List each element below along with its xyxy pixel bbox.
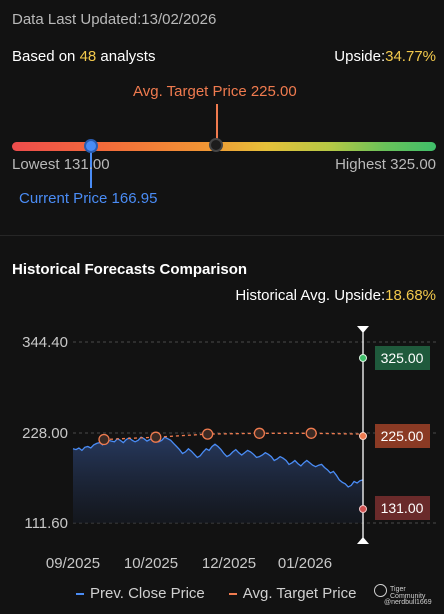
legend-avg-target[interactable]: Avg. Target Price — [242, 585, 357, 602]
current-price-marker-line — [90, 152, 92, 188]
lowest-label: Lowest 131.00 — [12, 156, 110, 173]
legend-prev-close[interactable]: Prev. Close Price — [90, 585, 205, 602]
data-updated-text: Data Last Updated:13/02/2026 — [12, 11, 217, 28]
tiger-logo-icon — [374, 584, 387, 597]
y-tick-label: 228.00 — [22, 425, 68, 442]
current-price-label: Current Price 166.95 — [19, 190, 158, 207]
high-target-value: 325.00 — [381, 350, 424, 366]
upside-value: 34.77% — [385, 48, 436, 65]
avg-target-point[interactable] — [98, 433, 110, 446]
section-divider — [0, 235, 444, 236]
avg-target-point[interactable] — [150, 431, 162, 443]
high-target-dot — [359, 354, 367, 362]
low-target-dot — [359, 505, 367, 513]
watermark: Tiger Community @nerdbull1669 — [372, 582, 442, 610]
avg-target-point[interactable] — [305, 427, 317, 439]
avg-target-badge — [375, 424, 430, 448]
historical-upside-text: Historical Avg. Upside:18.68% — [235, 287, 436, 304]
watermark-user: @nerdbull1669 — [384, 599, 432, 606]
avg-target-point[interactable] — [201, 428, 214, 440]
price-range-bar — [12, 142, 436, 151]
historical-forecast-chart[interactable]: 344.40 228.00 111.60 325.00 225.00 131.0… — [0, 315, 444, 580]
y-tick-label: 344.40 — [22, 334, 68, 351]
x-tick-label: 12/2025 — [202, 555, 256, 572]
avg-target-dot — [359, 432, 367, 440]
high-target-badge — [375, 346, 430, 370]
avg-target-point[interactable] — [253, 427, 266, 439]
historical-upside-value: 18.68% — [385, 287, 436, 304]
avg-target-series-line — [103, 432, 364, 441]
chart-legend: Prev. Close Price Avg. Target Price — [76, 585, 356, 602]
x-tick-label: 10/2025 — [124, 555, 178, 572]
low-target-badge — [375, 496, 430, 520]
highest-label: Highest 325.00 — [335, 156, 436, 173]
price-area-fill — [73, 437, 363, 523]
legend-orange-marker — [228, 592, 237, 595]
prev-close-series-line — [72, 436, 364, 488]
avg-target-marker-line — [216, 104, 218, 142]
watermark-title: Tiger Community — [390, 586, 426, 600]
y-tick-label: 111.60 — [24, 515, 68, 532]
x-tick-label: 09/2025 — [46, 555, 100, 572]
crosshair-bottom-handle[interactable] — [357, 537, 369, 544]
crosshair-top-handle[interactable] — [357, 326, 369, 333]
low-target-value: 131.00 — [381, 500, 424, 516]
avg-target-marker — [209, 138, 223, 152]
legend-blue-marker — [76, 592, 84, 595]
current-price-marker — [84, 139, 98, 153]
avg-target-value: 225.00 — [381, 428, 424, 444]
analyst-count: 48 — [79, 48, 97, 65]
historical-section-title: Historical Forecasts Comparison — [12, 261, 248, 278]
analyst-count-text: Based on 48 analysts — [12, 48, 156, 65]
avg-target-label: Avg. Target Price 225.00 — [133, 83, 297, 100]
upside-text: Upside:34.77% — [334, 48, 436, 65]
x-tick-label: 01/2026 — [278, 555, 332, 572]
